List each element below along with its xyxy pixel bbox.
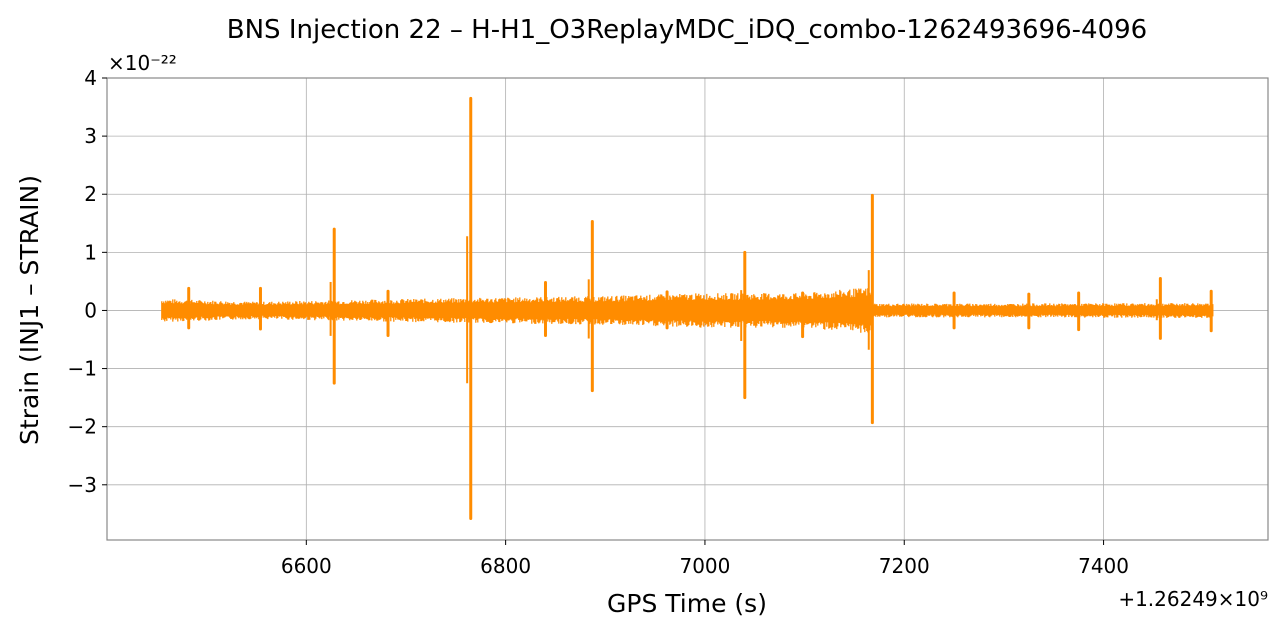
y-tick-label: −3 <box>68 473 97 497</box>
series-layer <box>161 96 1214 520</box>
x-tick-label: 7400 <box>1078 554 1129 578</box>
y-axis-label: Strain (INJ1 – STRAIN) <box>15 175 44 445</box>
y-tick-label: 4 <box>84 66 97 90</box>
y-tick-label: −2 <box>68 415 97 439</box>
y-tick-label: 1 <box>84 240 97 264</box>
x-tick-label: 7200 <box>879 554 930 578</box>
x-axis-label: GPS Time (s) <box>607 589 767 618</box>
x-offset-text: +1.26249×10⁹ <box>1118 587 1268 611</box>
x-tick-label: 7000 <box>679 554 730 578</box>
y-tick-label: 0 <box>84 298 97 322</box>
ticks: 6600 6800 7000 7200 7400 −3 −2 −1 0 1 2 3 4 <box>68 66 1130 578</box>
y-tick-label: 3 <box>84 124 97 148</box>
x-tick-label: 6800 <box>480 554 531 578</box>
x-tick-label: 6600 <box>281 554 332 578</box>
chart-title: BNS Injection 22 – H-H1_O3ReplayMDC_iDQ_… <box>227 15 1147 45</box>
y-tick-label: −1 <box>68 357 97 381</box>
y-scale-text: ×10⁻²² <box>108 51 177 75</box>
y-tick-label: 2 <box>84 182 97 206</box>
plot-frame <box>106 77 1269 541</box>
